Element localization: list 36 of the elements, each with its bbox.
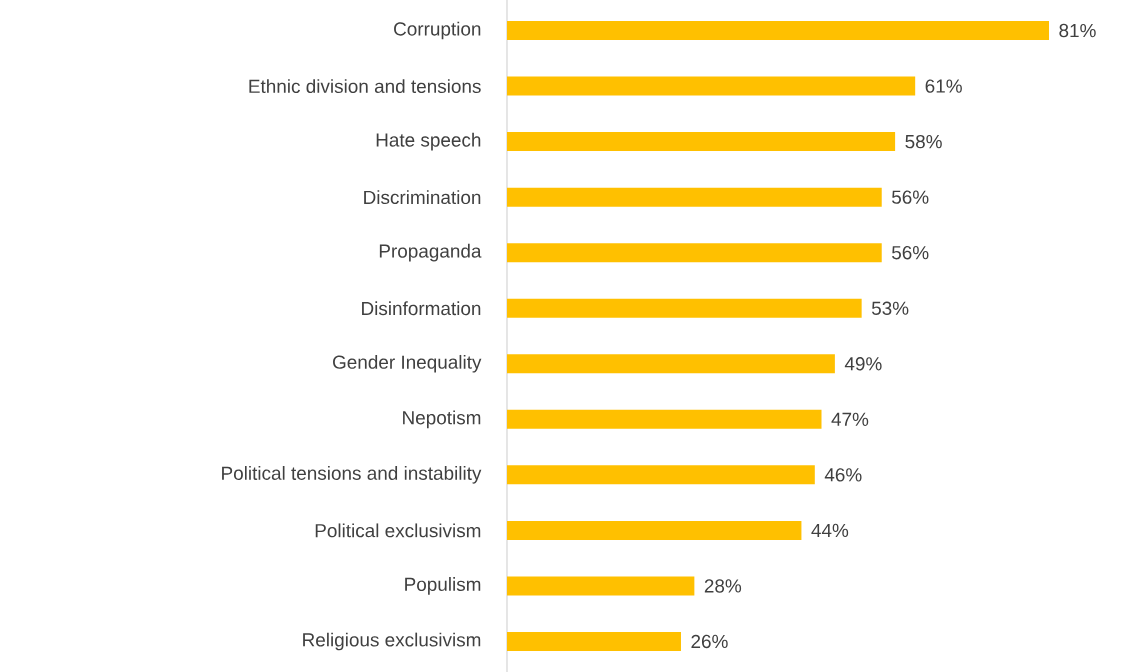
data-label: 26% <box>691 634 728 649</box>
y-tick-label: Gender Inequality <box>333 354 482 373</box>
bar <box>507 187 882 207</box>
y-tick-label: Propaganda <box>379 243 482 262</box>
y-tick-label: Hate speech <box>376 132 481 151</box>
y-tick-label: Political tensions and instability <box>222 466 482 484</box>
bar <box>507 354 835 374</box>
bar <box>507 520 802 540</box>
data-label: 28% <box>704 579 742 593</box>
y-tick-label: Discrimination <box>364 190 481 205</box>
y-tick-label: Political exclusivism <box>315 523 481 538</box>
y-tick-label: Ethnic division and tensions <box>249 79 481 94</box>
bar <box>507 21 1050 41</box>
bar <box>507 76 916 96</box>
data-label: 49% <box>844 357 882 371</box>
y-tick-label: Corruption <box>394 21 481 40</box>
bar <box>507 576 695 596</box>
data-label: 61% <box>925 79 962 93</box>
bar <box>507 465 815 485</box>
data-label: 44% <box>811 523 849 538</box>
bar <box>507 409 822 429</box>
data-label: 46% <box>824 468 862 482</box>
data-label: 53% <box>871 301 909 315</box>
data-label: 47% <box>831 412 869 426</box>
data-label: 58% <box>905 134 942 149</box>
data-label: 56% <box>891 190 929 204</box>
data-label: 81% <box>1059 23 1096 38</box>
y-tick-label: Nepotism <box>403 410 481 429</box>
y-tick-label: Religious exclusivism <box>303 632 481 651</box>
y-tick-label: Populism <box>405 577 481 595</box>
bar <box>507 631 681 651</box>
data-label: 56% <box>891 246 929 260</box>
bar <box>507 132 896 152</box>
y-tick-label: Disinformation <box>362 301 481 316</box>
bar <box>507 243 882 263</box>
bar <box>507 298 862 318</box>
